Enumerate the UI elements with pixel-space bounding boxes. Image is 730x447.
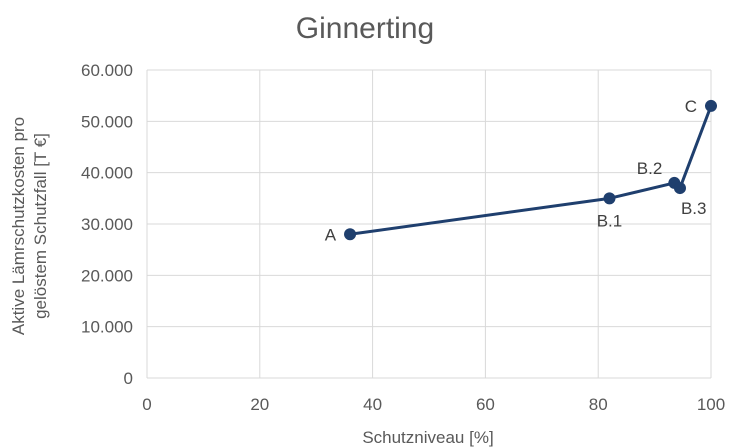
y-tick-label: 60.000 [81, 61, 133, 80]
x-tick-label: 40 [363, 395, 382, 414]
y-axis-label-line-2: gelöstem Schutzfall [T €] [31, 133, 50, 319]
y-tick-labels: 0 10.000 20.000 30.000 40.000 50.000 60.000 [81, 61, 133, 388]
point-labels: A B.1 B.2 B.3 C [325, 97, 707, 244]
point-label-a: A [325, 225, 337, 244]
x-tick-label: 20 [250, 395, 269, 414]
y-tick-label: 20.000 [81, 266, 133, 285]
y-tick-label: 40.000 [81, 164, 133, 183]
x-tick-label: 80 [589, 395, 608, 414]
x-tick-label: 100 [697, 395, 725, 414]
point-label-b-3: B.3 [681, 199, 707, 218]
x-axis-label: Schutzniveau [%] [362, 428, 493, 447]
chart-title: Ginnerting [296, 12, 434, 45]
y-tick-label: 30.000 [81, 215, 133, 234]
y-axis-label: Aktive Lämrschutzkosten pro gelöstem Sch… [9, 117, 50, 335]
data-point-b-3 [673, 182, 686, 195]
x-tick-labels: 0 20 40 60 80 100 [142, 395, 725, 414]
y-tick-label: 10.000 [81, 318, 133, 337]
y-tick-label: 50.000 [81, 112, 133, 131]
y-axis-label-line-1: Aktive Lämrschutzkosten pro [9, 117, 28, 335]
x-tick-label: 60 [476, 395, 495, 414]
point-label-c: C [685, 97, 697, 116]
data-point-c [705, 99, 717, 112]
point-label-b-2: B.2 [637, 159, 663, 178]
x-tick-label: 0 [142, 395, 151, 414]
gridlines [146, 69, 712, 379]
data-point-a [344, 228, 357, 241]
y-tick-label: 0 [124, 369, 133, 388]
point-label-b-1: B.1 [597, 211, 623, 230]
data-point-b-1 [603, 192, 616, 205]
data-series [344, 99, 717, 241]
